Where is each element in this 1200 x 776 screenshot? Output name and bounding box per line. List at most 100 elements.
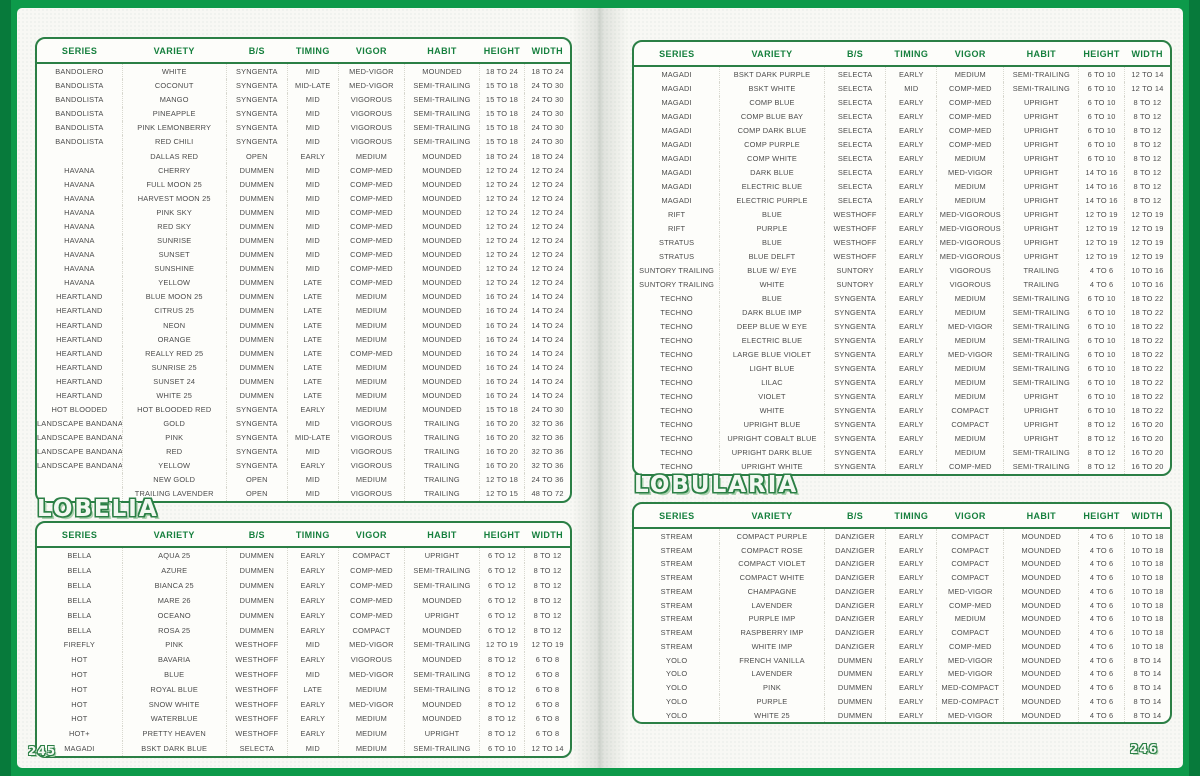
table-cell: HEARTLAND — [56, 320, 103, 330]
table-cell: SELECTA — [823, 165, 886, 180]
table-cell: 14 TO 16 — [1078, 193, 1125, 208]
table-cell: EARLY — [885, 151, 937, 166]
table-cell: 6 TO 8 — [524, 711, 570, 727]
table-cell: HEARTLAND — [56, 348, 103, 358]
table-cell: 15 TO 18 — [478, 402, 525, 417]
table-cell: PINK LEMONBERRY — [121, 120, 227, 135]
table-row: BANDOLISTA PINK LEMONBERRY SYNGENTA MID VIGO… — [37, 120, 570, 135]
table-cell: 8 TO 12 — [1078, 431, 1125, 446]
table-cell: 18 TO 24 — [524, 63, 570, 79]
table-cell: 14 TO 16 — [1078, 179, 1125, 194]
table-cell: MOUNDED — [1003, 584, 1079, 599]
table-cell: MED-VIGOROUS — [936, 221, 1004, 236]
table-row: LANDSCAPE BANDANA GOLD SYNGENTA MID VIGOROUS… — [37, 416, 570, 431]
table-cell: SYNGENTA — [823, 375, 886, 390]
table-row: HAVANA SUNSET DUMMEN MID COMP-MED MOUNDED 12 T… — [37, 247, 570, 262]
table-cell: COMP-MED — [337, 578, 405, 594]
table-cell: MID — [286, 667, 339, 682]
table-cell: TECHNO — [660, 294, 693, 304]
table-cell: 6 TO 10 — [1078, 333, 1125, 348]
table-cell: MOUNDED — [404, 593, 480, 608]
table-cell: UPRIGHT — [1003, 221, 1079, 236]
table-cell: HOT — [71, 684, 88, 694]
table-cell: COMP-MED — [936, 598, 1004, 612]
table-cell: 8 TO 12 — [1078, 445, 1125, 460]
table-cell: BSKT DARK PURPLE — [719, 66, 825, 82]
table-cell: 18 TO 22 — [1123, 305, 1170, 320]
table-cell: SELECTA — [823, 109, 886, 124]
column-header: TIMING — [287, 523, 339, 548]
table-cell: 6 TO 10 — [1078, 291, 1125, 306]
table-cell: SELECTA — [823, 66, 886, 82]
table-cell: SEMI-TRAILING — [404, 667, 480, 682]
table-cell: MAGADI — [661, 182, 692, 192]
table-cell: 10 TO 18 — [1123, 570, 1170, 585]
table-row: HEARTLAND REALLY RED 25 DUMMEN LATE COMP-MED… — [37, 346, 570, 361]
table-cell: 16 TO 24 — [478, 289, 525, 304]
table-cell: DARK BLUE — [719, 165, 825, 180]
table-cell: 14 TO 24 — [524, 388, 570, 403]
table-cell: 24 TO 30 — [524, 106, 570, 121]
table-cell: YOLO — [665, 710, 688, 720]
table-cell: MAGADI — [661, 84, 692, 94]
table-cell: 18 TO 22 — [1123, 403, 1170, 418]
table-cell: TECHNO — [660, 350, 693, 360]
table-cell: WHITE — [719, 277, 825, 292]
table-cell: COMP-MED — [337, 346, 405, 361]
table-cell: 14 TO 24 — [524, 360, 570, 375]
table-cell: 12 TO 24 — [524, 247, 570, 262]
table-cell: UPRIGHT — [1003, 249, 1079, 264]
table-cell: COMPACT — [337, 622, 405, 638]
table-cell: 15 TO 18 — [478, 134, 525, 150]
table-cell: 8 TO 14 — [1123, 666, 1170, 681]
table-cell: 8 TO 12 — [478, 681, 525, 697]
table-row: STREAM WHITE IMP DANZIGER EARLY COMP-MED MOUN… — [634, 639, 1170, 654]
table-cell: PINK — [121, 430, 227, 445]
table-cell: YOLO — [665, 696, 688, 706]
table-row: HAVANA CHERRY DUMMEN MID COMP-MED MOUNDED 12 T… — [37, 163, 570, 178]
table-cell: MID — [286, 261, 339, 276]
column-header: VIGOR — [338, 523, 405, 548]
table-cell: UPRIGHT — [1003, 193, 1079, 208]
table-cell: SEMI-TRAILING — [1003, 459, 1079, 474]
table-cell: 4 TO 6 — [1078, 625, 1125, 640]
table-cell: 12 TO 24 — [524, 219, 570, 234]
table-cell: EARLY — [885, 137, 937, 152]
table-row: BELLA AQUA 25 DUMMEN EARLY COMPACT UPRIGHT 6 T… — [37, 547, 570, 564]
table-cell: EARLY — [885, 653, 937, 667]
table-cell: MOUNDED — [404, 374, 480, 389]
table-cell: DUMMEN — [225, 233, 288, 248]
table-row: STRATUS BLUE DELFT WESTHOFF EARLY MED-VIGORO… — [634, 249, 1170, 264]
table-cell: PINK — [719, 680, 825, 695]
table-cell: LATE — [286, 346, 339, 361]
table-cell: 12 TO 24 — [478, 219, 525, 234]
table-cell: MOUNDED — [404, 163, 480, 178]
table-cell: 8 TO 12 — [1123, 95, 1170, 110]
table-cell: 12 TO 24 — [478, 177, 525, 192]
table-row: RIFT PURPLE WESTHOFF EARLY MED-VIGOROUS UPRIG… — [634, 221, 1170, 236]
table-cell: SYNGENTA — [225, 120, 288, 135]
table-cell: COMP WHITE — [719, 151, 825, 166]
table-row: STREAM COMPACT VIOLET DANZIGER EARLY COMPACT… — [634, 557, 1170, 571]
table-row: LANDSCAPE BANDANA YELLOW SYNGENTA EARLY VIGO… — [37, 458, 570, 473]
table-cell: 24 TO 36 — [524, 472, 570, 487]
table-cell: 12 TO 19 — [1123, 235, 1170, 250]
column-header: SERIES — [37, 39, 123, 64]
table-cell: MID — [286, 637, 339, 653]
table-cell: EARLY — [885, 528, 937, 544]
table-cell: COMPACT PURPLE — [719, 528, 825, 544]
table-cell: VIGOROUS — [936, 277, 1004, 292]
table-cell: TECHNO — [660, 308, 693, 318]
table-cell: MED-VIGOR — [936, 708, 1004, 722]
table-cell: MEDIUM — [337, 726, 405, 742]
table-cell: MOUNDED — [1003, 543, 1079, 557]
table-cell: LATE — [286, 332, 339, 347]
column-header: HEIGHT — [1078, 504, 1125, 529]
table-cell: COMP BLUE — [719, 95, 825, 110]
table-cell: SEMI-TRAILING — [1003, 333, 1079, 348]
table-cell: 10 TO 18 — [1123, 639, 1170, 654]
table-cell: COMP-MED — [337, 205, 405, 220]
table-cell: 16 TO 24 — [478, 388, 525, 403]
table-cell: DUMMEN — [225, 275, 288, 290]
page-number-right: 246 — [1130, 742, 1159, 756]
